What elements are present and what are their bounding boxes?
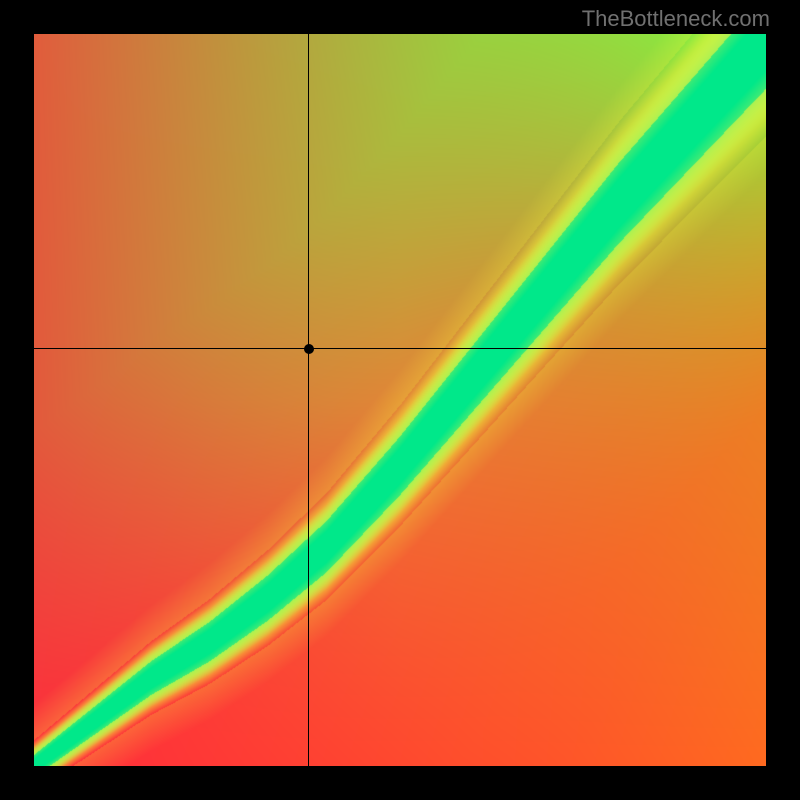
crosshair-marker [304,344,314,354]
watermark-text: TheBottleneck.com [582,6,770,32]
crosshair-vertical [308,34,309,766]
heatmap-canvas [34,34,766,766]
crosshair-horizontal [34,348,766,349]
plot-area [34,34,766,766]
